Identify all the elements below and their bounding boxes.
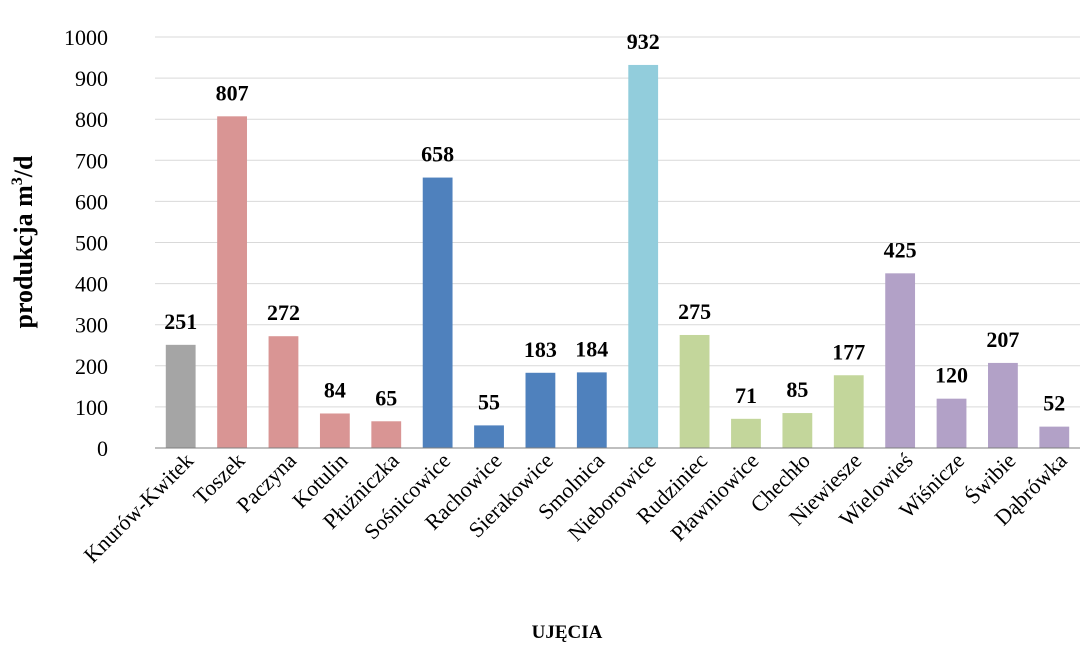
y-tick-label: 900 — [75, 66, 108, 91]
bar — [268, 336, 299, 448]
y-axis-title-main: produkcja m — [9, 185, 38, 329]
y-axis-ticks: 0 100 200 300 400 500 600 700 800 900 1000 — [64, 25, 108, 461]
data-label: 52 — [1043, 391, 1065, 416]
data-label: 184 — [575, 336, 608, 361]
data-label: 55 — [478, 389, 500, 414]
data-label: 425 — [884, 237, 917, 262]
gridlines — [155, 36, 1080, 408]
data-label: 251 — [164, 309, 197, 334]
x-axis-title: UJĘCIA — [532, 622, 603, 643]
bar — [885, 273, 916, 448]
bar — [165, 344, 196, 448]
bar — [988, 362, 1018, 448]
y-tick-label: 700 — [75, 148, 108, 173]
data-label: 71 — [735, 383, 757, 408]
y-tick-label: 300 — [75, 313, 108, 338]
data-label: 207 — [986, 327, 1019, 352]
bar — [525, 372, 556, 448]
bar — [833, 375, 864, 448]
y-axis-title-sup: 3 — [9, 177, 26, 185]
bar — [576, 372, 607, 448]
y-axis-title-tail: /d — [9, 155, 38, 178]
bar — [319, 413, 350, 448]
bar — [936, 398, 967, 448]
bar — [371, 421, 402, 448]
y-tick-label: 600 — [75, 189, 108, 214]
data-label: 183 — [524, 337, 557, 362]
y-tick-label: 1000 — [64, 25, 108, 50]
bars — [165, 64, 1070, 448]
y-tick-label: 800 — [75, 107, 108, 132]
x-axis-ticks: Knurów-KwitekToszekPaczynaKotulinPłużnic… — [79, 448, 1072, 568]
data-label: 120 — [935, 363, 968, 388]
bar — [731, 418, 761, 448]
bar — [782, 413, 813, 448]
bar — [474, 425, 504, 448]
bar — [217, 116, 247, 448]
y-tick-label: 100 — [75, 395, 108, 420]
bar — [422, 177, 453, 448]
data-label: 658 — [421, 142, 454, 167]
data-label: 932 — [627, 29, 660, 54]
data-labels: 251 807 272 84 65 658 55 183 184 932 275 71 85 177 425… — [164, 29, 1065, 416]
data-label: 177 — [832, 339, 865, 364]
bar — [628, 64, 659, 448]
y-tick-label: 500 — [75, 231, 108, 256]
y-tick-label: 0 — [97, 436, 108, 461]
y-tick-label: 200 — [75, 354, 108, 379]
bar — [1039, 426, 1070, 448]
y-axis-title: produkcja m3/d — [9, 155, 38, 329]
x-tick-label: Knurów-Kwitek — [79, 448, 199, 568]
y-tick-label: 400 — [75, 272, 108, 297]
data-label: 65 — [375, 385, 397, 410]
data-label: 807 — [216, 80, 249, 105]
data-label: 275 — [678, 299, 711, 324]
bar — [679, 334, 710, 448]
data-label: 272 — [267, 300, 300, 325]
data-label: 85 — [786, 377, 808, 402]
data-label: 84 — [324, 377, 346, 402]
